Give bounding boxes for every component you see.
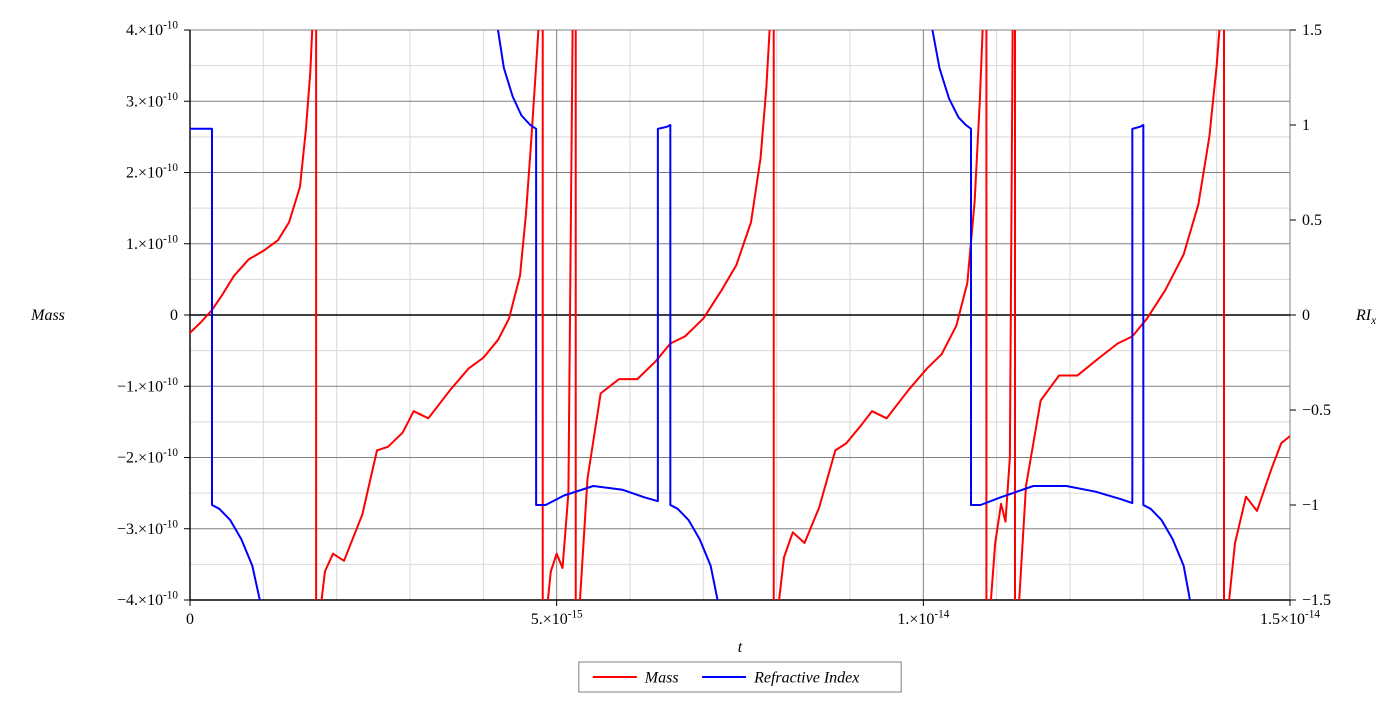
y-right-tick-label: 0 — [1302, 307, 1310, 324]
plot-background — [0, 0, 1380, 705]
y-right-tick-label: −1.5 — [1302, 592, 1331, 609]
y-right-tick-label: 1 — [1302, 117, 1310, 134]
y-right-tick-label: 1.5 — [1302, 22, 1322, 39]
legend-label: Mass — [644, 670, 679, 687]
y-right-tick-label: 0.5 — [1302, 212, 1322, 229]
y-left-tick-label: 0 — [170, 307, 178, 324]
legend-label: Refractive Index — [753, 670, 859, 687]
x-axis-label: t — [738, 639, 743, 656]
y-right-tick-label: −0.5 — [1302, 402, 1331, 419]
chart-container: 05.×10-151.×10-141.5×10-14t−4.×10-10−3.×… — [0, 0, 1380, 705]
y-left-axis-label: Mass — [30, 307, 65, 324]
legend: Mass Refractive Index — [579, 662, 901, 692]
y-right-tick-label: −1 — [1302, 497, 1319, 514]
chart-svg: 05.×10-151.×10-141.5×10-14t−4.×10-10−3.×… — [0, 0, 1380, 705]
x-tick-label: 0 — [186, 611, 194, 628]
